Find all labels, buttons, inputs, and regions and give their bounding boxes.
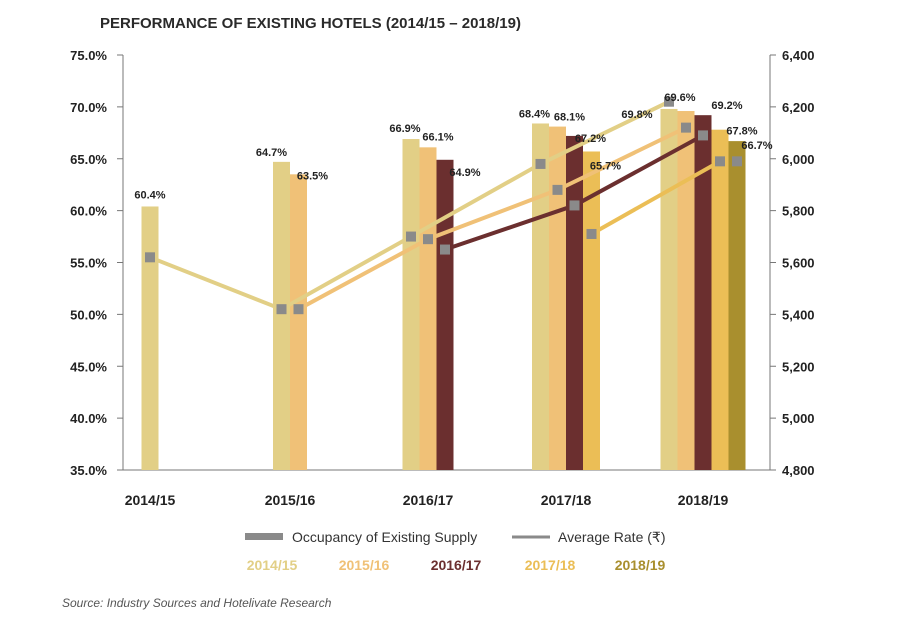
occupancy-bar-2016-17-2016-17 xyxy=(436,159,454,470)
category-label: 2015/16 xyxy=(265,492,316,508)
occupancy-bar-2014-15-2014-15 xyxy=(141,206,159,470)
rate-marker xyxy=(535,158,546,169)
occupancy-data-label: 68.4% xyxy=(519,108,550,120)
legend-year-2014-15: 2014/15 xyxy=(247,557,298,573)
occupancy-bar-2017-18-2018-19 xyxy=(711,129,729,470)
left-tick-label: 40.0% xyxy=(70,411,107,426)
rate-marker xyxy=(145,252,155,263)
category-label: 2014/15 xyxy=(125,492,176,508)
right-tick-label: 5,800 xyxy=(782,204,815,219)
rate-marker xyxy=(732,156,742,167)
occupancy-data-label: 69.2% xyxy=(711,100,742,112)
right-tick-label: 5,600 xyxy=(782,256,815,271)
occupancy-bar-2014-15-2015-16 xyxy=(273,161,290,471)
rate-line-2017-18 xyxy=(590,159,721,236)
rate-marker-layer xyxy=(145,96,742,315)
category-label: 2016/17 xyxy=(403,492,454,508)
category-label: 2018/19 xyxy=(678,492,729,508)
left-tick-label: 65.0% xyxy=(70,152,107,167)
rate-marker xyxy=(681,122,691,133)
right-tick-label: 4,800 xyxy=(782,463,815,478)
occupancy-bar-2014-15-2017-18 xyxy=(532,123,549,470)
right-tick-label: 5,000 xyxy=(782,411,815,426)
occupancy-data-label: 60.4% xyxy=(134,189,165,201)
left-tick-label: 70.0% xyxy=(70,100,107,115)
left-tick-label: 50.0% xyxy=(70,307,107,322)
left-tick-label: 35.0% xyxy=(70,463,107,478)
rate-marker xyxy=(406,231,416,242)
occupancy-bar-2016-17-2018-19 xyxy=(694,115,712,471)
occupancy-data-label: 64.9% xyxy=(449,167,480,179)
right-tick-label: 6,000 xyxy=(782,152,815,167)
legend-rate-label: Average Rate (₹) xyxy=(558,529,665,545)
chart-axes: 35.0% 40.0% 45.0% 50.0% 55.0% 60.0% 65.0% 70.0%… xyxy=(70,48,814,508)
occupancy-data-label: 67.2% xyxy=(575,133,606,145)
occupancy-data-label: 63.5% xyxy=(297,170,328,182)
occupancy-bar-2014-15-2016-17 xyxy=(402,139,420,470)
data-label-layer: 60.4% 64.7% 66.9% 68.4% 69.8% 63.5% 66.1% 68.1%… xyxy=(134,92,772,201)
occupancy-bar-2015-16-2015-16 xyxy=(290,174,307,470)
legend-occupancy-label: Occupancy of Existing Supply xyxy=(292,529,477,545)
bar-layer xyxy=(141,108,746,471)
legend-year-2016-17: 2016/17 xyxy=(431,557,482,573)
right-tick-label: 5,200 xyxy=(782,359,815,374)
category-label: 2017/18 xyxy=(541,492,592,508)
legend: Occupancy of Existing Supply Average Rat… xyxy=(245,529,666,573)
left-tick-label: 45.0% xyxy=(70,359,107,374)
legend-years: 2014/15 2015/16 2016/17 2017/18 2018/19 xyxy=(247,557,666,573)
occupancy-data-label: 66.9% xyxy=(389,123,420,135)
occupancy-data-label: 69.8% xyxy=(621,109,652,121)
occupancy-data-label: 66.1% xyxy=(422,131,453,143)
source-note: Source: Industry Sources and Hotelivate … xyxy=(62,596,332,610)
occupancy-data-label: 69.6% xyxy=(664,92,695,104)
legend-year-2017-18: 2017/18 xyxy=(525,557,576,573)
rate-line-2015-16 xyxy=(297,125,687,311)
occupancy-bar-2014-15-2018-19 xyxy=(660,108,678,470)
rate-marker xyxy=(293,304,304,315)
occupancy-bar-2016-17-2017-18 xyxy=(566,135,583,471)
rate-marker xyxy=(440,244,450,255)
rate-marker xyxy=(586,228,597,239)
occupancy-data-label: 68.1% xyxy=(554,112,585,124)
rate-marker xyxy=(698,130,708,141)
left-tick-label: 75.0% xyxy=(70,48,107,63)
rate-marker xyxy=(276,304,287,315)
left-tick-label: 60.0% xyxy=(70,204,107,219)
occupancy-bar-2015-16-2016-17 xyxy=(419,147,437,470)
left-tick-label: 55.0% xyxy=(70,256,107,271)
occupancy-data-label: 66.7% xyxy=(741,140,772,152)
occupancy-data-label: 67.8% xyxy=(726,126,757,138)
legend-year-2018-19: 2018/19 xyxy=(615,557,666,573)
legend-occupancy-swatch xyxy=(245,533,283,540)
right-tick-label: 5,400 xyxy=(782,307,815,322)
occupancy-bar-2015-16-2018-19 xyxy=(677,111,695,471)
right-tick-label: 6,400 xyxy=(782,48,815,63)
rate-marker xyxy=(569,200,580,211)
rate-marker xyxy=(664,96,674,107)
legend-year-2015-16: 2015/16 xyxy=(339,557,390,573)
occupancy-data-label: 65.7% xyxy=(590,160,621,172)
right-tick-label: 6,200 xyxy=(782,100,815,115)
occupancy-bar-2015-16-2017-18 xyxy=(549,126,566,471)
occupancy-bar-2018-19-2018-19 xyxy=(728,141,746,471)
chart-title: PERFORMANCE OF EXISTING HOTELS (2014/15 … xyxy=(100,15,521,32)
rate-marker xyxy=(552,184,563,195)
occupancy-data-label: 64.7% xyxy=(256,147,287,159)
rate-marker xyxy=(715,156,725,167)
rate-marker xyxy=(423,234,433,245)
